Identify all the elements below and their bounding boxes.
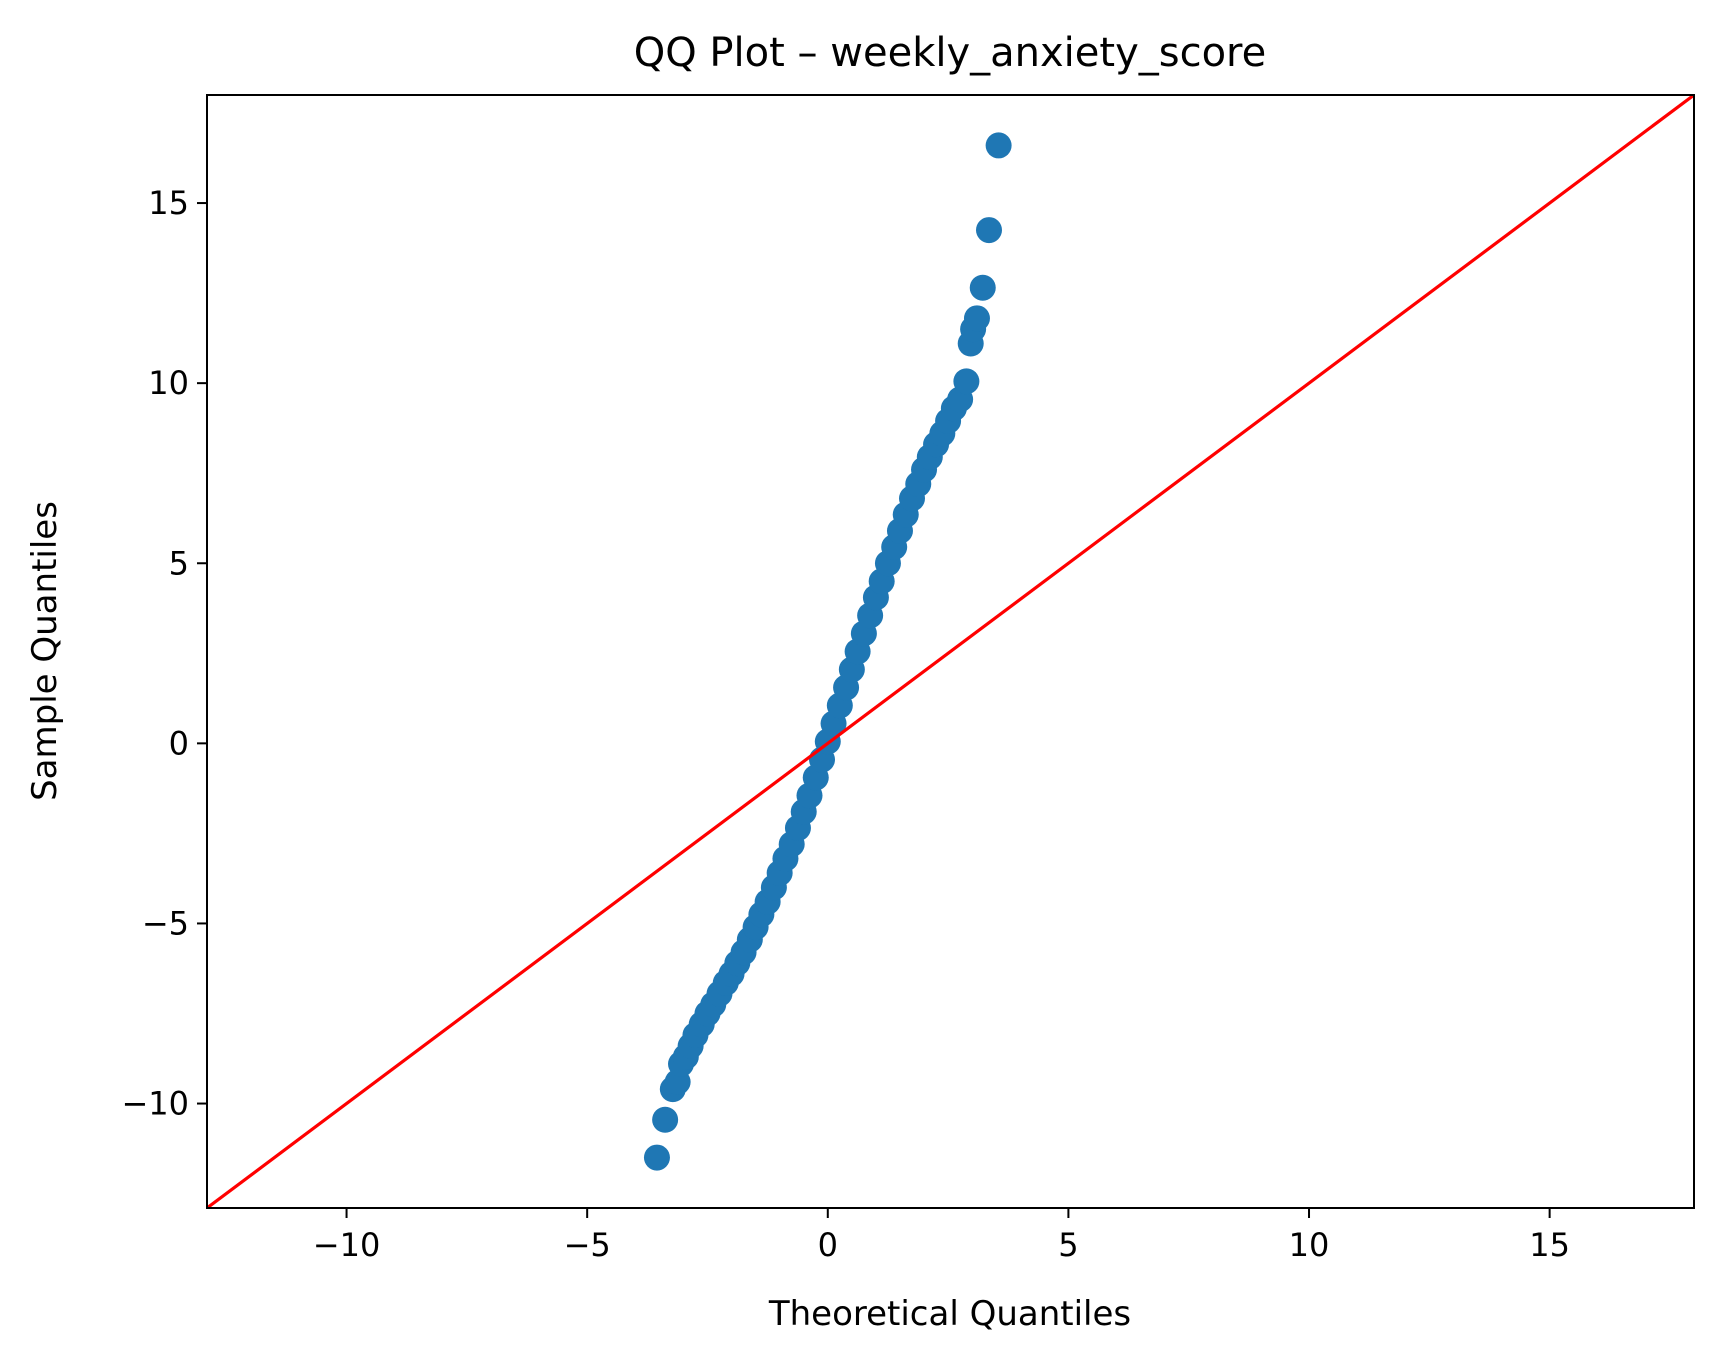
data-point bbox=[953, 368, 980, 395]
y-axis-label: Sample Quantiles bbox=[25, 501, 65, 801]
y-tick-label: 0 bbox=[169, 724, 189, 762]
x-tick-label: 15 bbox=[1529, 1226, 1570, 1264]
data-points-layer bbox=[643, 132, 1012, 1171]
y-tick-label: −10 bbox=[121, 1085, 189, 1123]
data-point bbox=[643, 1144, 670, 1171]
reference-line bbox=[207, 95, 1694, 1208]
chart-title: QQ Plot – weekly_anxiety_score bbox=[634, 30, 1266, 76]
y-tick-label: 15 bbox=[148, 184, 189, 222]
x-tick-label: 10 bbox=[1289, 1226, 1330, 1264]
x-tick-label: 0 bbox=[818, 1226, 838, 1264]
y-tick-label: 10 bbox=[148, 364, 189, 402]
y-tick-label: −5 bbox=[142, 904, 189, 942]
x-tick-label: 5 bbox=[1058, 1226, 1078, 1264]
x-axis: −10 −5 0 5 10 15 bbox=[313, 1208, 1570, 1264]
y-axis: −10 −5 0 5 10 15 bbox=[121, 184, 207, 1123]
data-point bbox=[975, 217, 1002, 244]
data-point bbox=[969, 274, 996, 301]
plot-frame bbox=[206, 94, 1695, 1209]
y-tick-label: 5 bbox=[169, 544, 189, 582]
x-tick-label: −5 bbox=[564, 1226, 611, 1264]
x-axis-label: Theoretical Quantiles bbox=[768, 1294, 1131, 1334]
data-point bbox=[652, 1106, 679, 1133]
data-point bbox=[963, 305, 990, 332]
x-tick-label: −10 bbox=[313, 1226, 381, 1264]
data-point bbox=[985, 132, 1012, 159]
